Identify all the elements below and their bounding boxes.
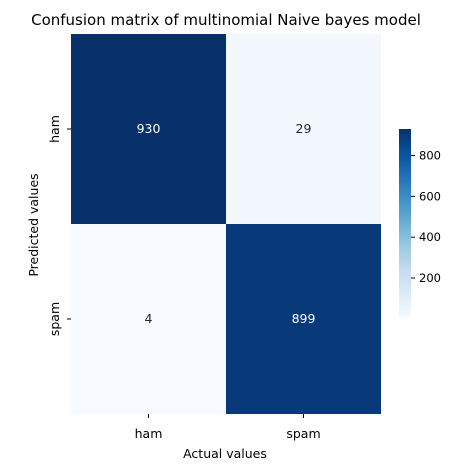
- x-tick-label: spam: [286, 426, 320, 441]
- y-tick-label: spam: [47, 302, 62, 336]
- colorbar-tick-label: 600: [419, 189, 441, 203]
- heatmap-cell: [71, 34, 226, 224]
- heatmap-cell: [226, 34, 381, 224]
- y-axis-label: Predicted values: [26, 173, 41, 276]
- heatmap-cell: [71, 224, 226, 414]
- y-tick-label: ham: [47, 115, 62, 143]
- cell-value-label: 29: [296, 121, 312, 136]
- x-axis-ticks: ham spam: [135, 414, 321, 441]
- colorbar-tick-label: 200: [419, 271, 441, 285]
- heatmap-cells: 930 29 4 899: [71, 34, 381, 414]
- y-axis-ticks: ham spam: [47, 115, 71, 336]
- cell-value-label: 930: [137, 121, 161, 136]
- cell-value-label: 899: [292, 311, 316, 326]
- colorbar-tick-label: 400: [419, 230, 441, 244]
- heatmap-cell: [226, 224, 381, 414]
- x-tick-label: ham: [135, 426, 163, 441]
- x-axis-label: Actual values: [183, 446, 267, 461]
- colorbar-tick-label: 800: [419, 149, 441, 163]
- colorbar: [399, 129, 411, 318]
- chart-title: Confusion matrix of multinomial Naive ba…: [31, 11, 421, 29]
- cell-value-label: 4: [145, 311, 153, 326]
- colorbar-ticks: 200 400 600 800: [411, 149, 441, 285]
